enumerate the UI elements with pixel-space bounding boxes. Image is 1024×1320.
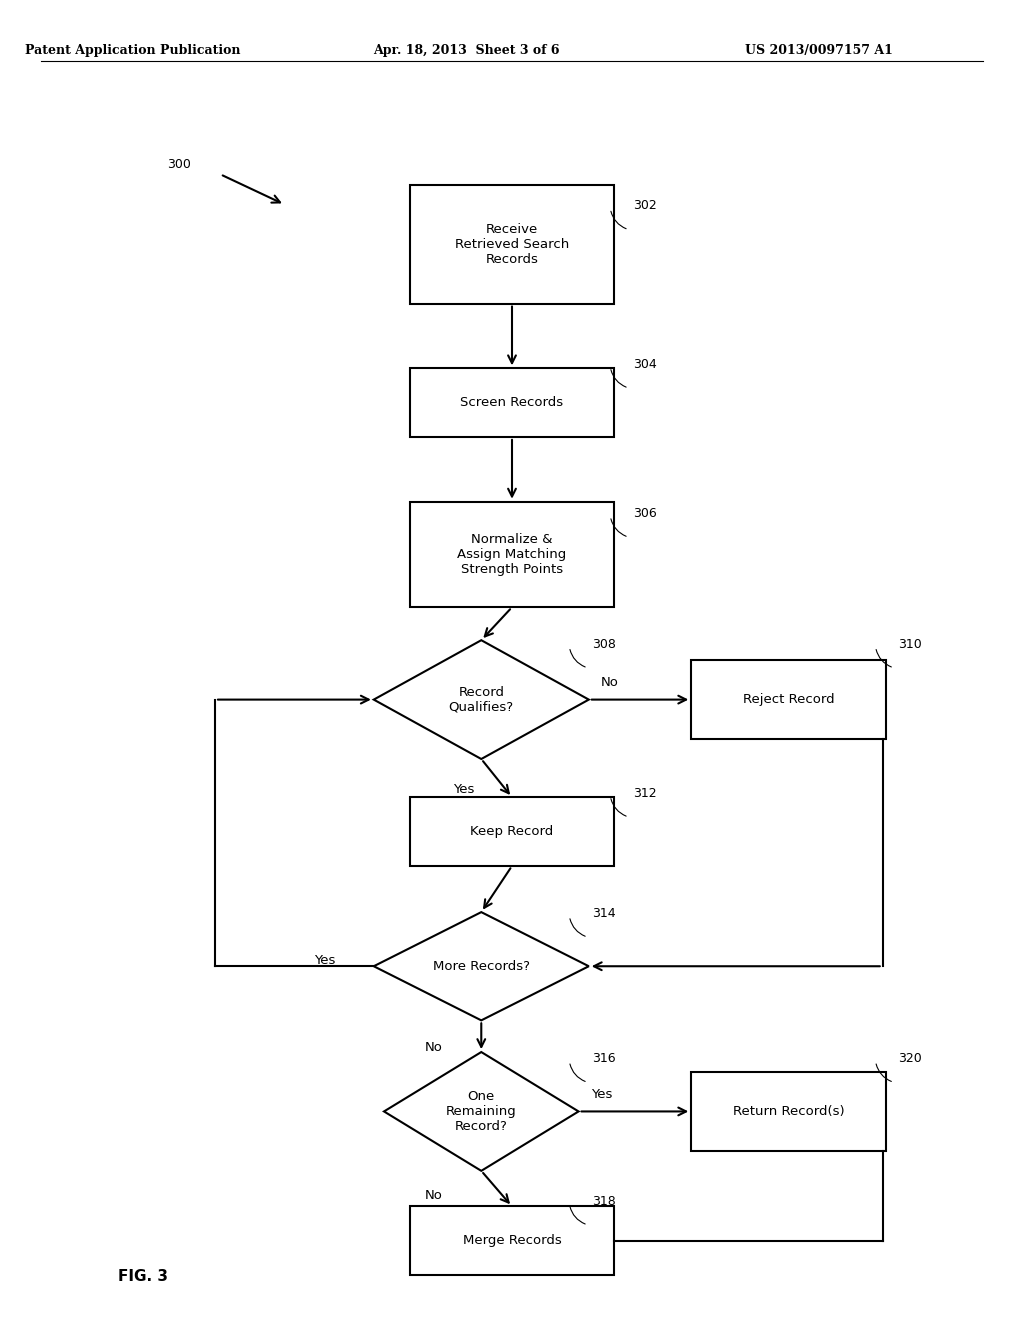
- Text: 306: 306: [633, 507, 656, 520]
- Polygon shape: [374, 640, 589, 759]
- Text: 304: 304: [633, 358, 656, 371]
- Text: US 2013/0097157 A1: US 2013/0097157 A1: [745, 44, 893, 57]
- Text: Receive
Retrieved Search
Records: Receive Retrieved Search Records: [455, 223, 569, 265]
- Text: No: No: [425, 1041, 442, 1055]
- Bar: [410, 502, 614, 607]
- Text: Patent Application Publication: Patent Application Publication: [26, 44, 241, 57]
- Text: Keep Record: Keep Record: [470, 825, 554, 838]
- Text: Merge Records: Merge Records: [463, 1234, 561, 1247]
- Text: Yes: Yes: [453, 783, 474, 796]
- Bar: [410, 797, 614, 866]
- Text: 310: 310: [898, 638, 922, 651]
- Text: 300: 300: [167, 158, 191, 172]
- Text: Normalize &
Assign Matching
Strength Points: Normalize & Assign Matching Strength Poi…: [458, 533, 566, 576]
- Polygon shape: [384, 1052, 579, 1171]
- Text: 320: 320: [898, 1052, 922, 1065]
- Text: Screen Records: Screen Records: [461, 396, 563, 409]
- Text: Reject Record: Reject Record: [742, 693, 835, 706]
- Text: Apr. 18, 2013  Sheet 3 of 6: Apr. 18, 2013 Sheet 3 of 6: [373, 44, 559, 57]
- Text: 312: 312: [633, 787, 656, 800]
- Text: 308: 308: [592, 638, 615, 651]
- Bar: [410, 368, 614, 437]
- Text: Record
Qualifies?: Record Qualifies?: [449, 685, 514, 714]
- Text: No: No: [601, 676, 618, 689]
- Text: One
Remaining
Record?: One Remaining Record?: [445, 1090, 517, 1133]
- Text: FIG. 3: FIG. 3: [119, 1269, 168, 1284]
- Text: 314: 314: [592, 907, 615, 920]
- Text: Yes: Yes: [314, 954, 336, 968]
- Text: No: No: [425, 1189, 442, 1203]
- Bar: [691, 1072, 886, 1151]
- Text: Yes: Yes: [591, 1088, 612, 1101]
- Bar: [410, 1206, 614, 1275]
- Text: 318: 318: [592, 1195, 615, 1208]
- Bar: [410, 185, 614, 304]
- Text: Return Record(s): Return Record(s): [732, 1105, 845, 1118]
- Polygon shape: [374, 912, 589, 1020]
- Text: 302: 302: [633, 199, 656, 213]
- Bar: [691, 660, 886, 739]
- Text: 316: 316: [592, 1052, 615, 1065]
- Text: More Records?: More Records?: [433, 960, 529, 973]
